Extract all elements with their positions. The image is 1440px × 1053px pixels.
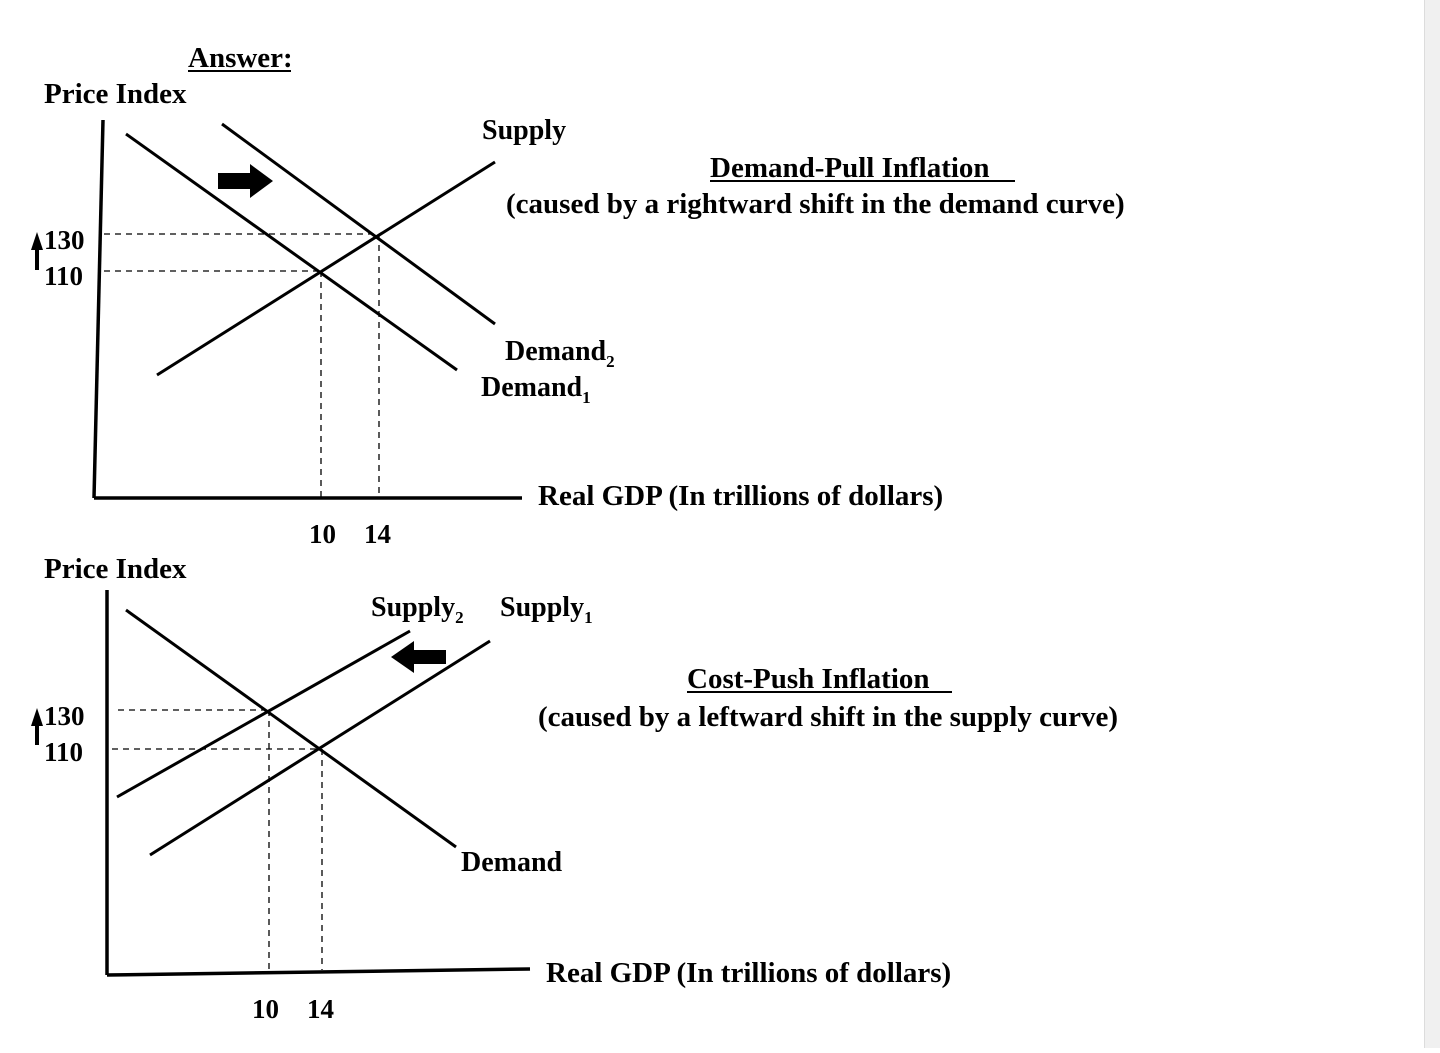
left-arrow-icon xyxy=(391,641,446,673)
diagram-title: Cost-Push Inflation xyxy=(687,663,930,695)
up-arrow-icon xyxy=(31,232,43,270)
price-tick-130: 130 xyxy=(44,701,85,731)
gdp-tick-14: 14 xyxy=(364,519,391,549)
supply2-label: Supply2 xyxy=(371,592,464,627)
y-axis-label: Price Index xyxy=(44,553,187,585)
vertical-scrollbar[interactable] xyxy=(1424,0,1440,1048)
price-tick-110: 110 xyxy=(44,261,83,291)
supply-curve xyxy=(156,160,496,377)
demand-label: Demand xyxy=(461,847,563,878)
x-axis xyxy=(106,967,531,977)
demand1-label: Demand1 xyxy=(481,372,591,407)
demand2-label: Demand2 xyxy=(505,336,615,371)
cost-push-diagram: Price Index 130 110 10 14 Supply2 Supply… xyxy=(31,553,1118,1024)
demand1-curve xyxy=(125,132,458,372)
demand-pull-diagram: Price Index 130 110 10 14 Supply Demand2… xyxy=(31,78,1125,549)
supply-label: Supply xyxy=(482,115,566,146)
gdp-tick-10: 10 xyxy=(252,994,279,1024)
gdp-tick-14: 14 xyxy=(307,994,334,1024)
up-arrow-icon xyxy=(31,708,43,745)
diagram-caption: (caused by a leftward shift in the suppl… xyxy=(538,701,1118,733)
x-axis-label: Real GDP (In trillions of dollars) xyxy=(546,957,951,989)
supply1-curve xyxy=(149,639,491,857)
diagram-title: Demand-Pull Inflation xyxy=(710,152,990,184)
y-axis-label: Price Index xyxy=(44,78,187,110)
demand2-curve xyxy=(221,122,496,326)
diagram-caption: (caused by a rightward shift in the dema… xyxy=(506,188,1125,220)
right-arrow-icon xyxy=(218,164,273,198)
price-tick-110: 110 xyxy=(44,737,83,767)
answer-label: Answer: xyxy=(188,42,293,74)
demand-curve xyxy=(125,608,457,849)
price-tick-130: 130 xyxy=(44,225,85,255)
supply2-curve xyxy=(116,629,411,799)
x-axis-label: Real GDP (In trillions of dollars) xyxy=(538,480,943,512)
y-axis xyxy=(92,119,105,499)
supply1-label: Supply1 xyxy=(500,592,593,627)
gdp-tick-10: 10 xyxy=(309,519,336,549)
